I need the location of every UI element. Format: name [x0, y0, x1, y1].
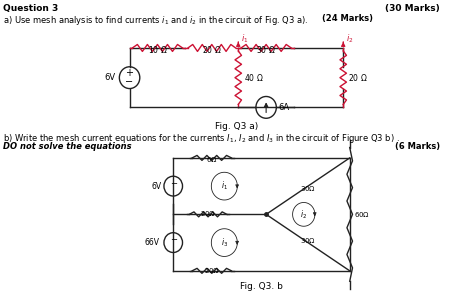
Text: 6V: 6V	[151, 182, 161, 191]
Text: 40 $\Omega$: 40 $\Omega$	[244, 72, 264, 83]
Text: 20$\Omega$: 20$\Omega$	[204, 266, 220, 275]
Text: DO not solve the equations: DO not solve the equations	[3, 142, 132, 151]
Text: 20$\Omega$: 20$\Omega$	[200, 209, 216, 218]
Text: 60$\Omega$: 60$\Omega$	[355, 210, 370, 219]
Text: $i_3$: $i_3$	[221, 236, 228, 249]
Text: 30$\Omega$: 30$\Omega$	[300, 184, 316, 193]
Text: 20 $\Omega$: 20 $\Omega$	[348, 72, 367, 83]
Text: 6V: 6V	[105, 73, 116, 82]
Text: −: −	[125, 77, 133, 87]
Text: −: −	[170, 235, 177, 244]
Text: $i_1$: $i_1$	[221, 180, 228, 192]
Text: $i_1$: $i_1$	[241, 33, 248, 45]
Text: Fig. Q3. b: Fig. Q3. b	[240, 282, 283, 291]
Text: $i_2$: $i_2$	[346, 33, 354, 45]
Text: 6$\Omega$: 6$\Omega$	[206, 155, 218, 164]
Text: 20 $\Omega$: 20 $\Omega$	[202, 44, 222, 55]
Text: 10 $\Omega$: 10 $\Omega$	[147, 44, 167, 55]
Text: Fig. Q3 a): Fig. Q3 a)	[215, 122, 258, 131]
Text: (6 Marks): (6 Marks)	[395, 142, 440, 151]
Text: +: +	[125, 68, 133, 78]
Text: 30 $\Omega$: 30 $\Omega$	[256, 44, 276, 55]
Text: 66V: 66V	[144, 238, 159, 247]
Text: (24 Marks): (24 Marks)	[322, 14, 373, 23]
Text: (30 Marks): (30 Marks)	[385, 4, 440, 13]
Text: a) Use mesh analysis to find currents $i_1$ and $i_2$ in the circuit of Fig. Q3 : a) Use mesh analysis to find currents $i…	[3, 14, 309, 27]
Text: 30$\Omega$: 30$\Omega$	[300, 236, 316, 245]
Text: b) Write the mesh current equations for the currents $I_1$, $I_2$ and $I_3$ in t: b) Write the mesh current equations for …	[3, 132, 400, 145]
Text: Question 3: Question 3	[3, 4, 58, 13]
Text: 6A: 6A	[278, 103, 289, 112]
Text: −: −	[170, 179, 177, 188]
Text: $i_2$: $i_2$	[300, 208, 307, 221]
